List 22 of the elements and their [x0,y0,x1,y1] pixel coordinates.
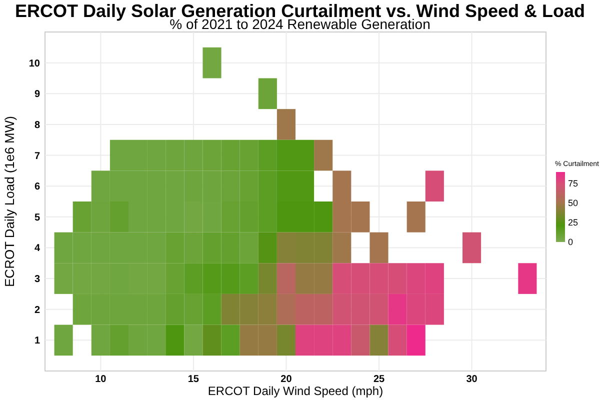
color-bar-label: 75 [568,178,578,189]
x-tick-label: 10 [95,374,107,385]
color-bar-label: 50 [568,198,578,208]
y-tick-label: 1 [34,336,40,347]
x-tick-label: 20 [280,374,292,385]
y-tick-label: 10 [28,58,40,70]
y-tick-label: 3 [34,274,40,286]
y-tick-label: 4 [34,243,40,254]
x-axis-title: ERCOT Daily Wind Speed (mph) [208,384,384,398]
y-tick-label: 2 [34,304,40,316]
x-tick-label: 15 [188,374,200,385]
y-tick-label: 8 [34,120,40,131]
y-tick-label: 6 [34,182,40,193]
y-tick-label: 5 [34,212,40,224]
y-tick-label: 9 [34,89,40,100]
chart-subtitle: % of 2021 to 2024 Renewable Generation [170,16,430,32]
x-tick-label: 30 [466,374,478,385]
y-tick-label: 7 [34,150,40,162]
y-axis-title: ECROT Daily Load (1e6 MW) [2,116,17,287]
color-bar-label: 25 [568,218,578,228]
x-tick-label: 25 [373,374,385,385]
color-bar-label: 0 [568,237,574,247]
